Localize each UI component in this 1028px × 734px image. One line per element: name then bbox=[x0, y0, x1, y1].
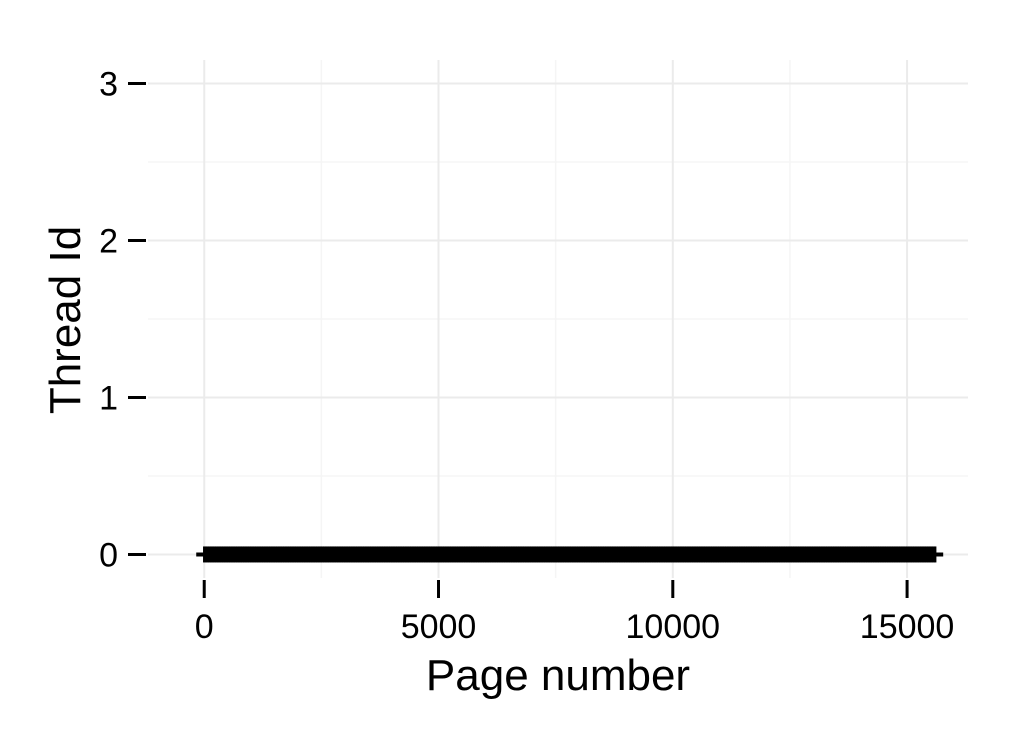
y-tick-label: 1 bbox=[99, 379, 118, 417]
x-axis: 0 5000 10000 15000 bbox=[195, 580, 955, 646]
y-axis: 0 1 2 3 bbox=[99, 66, 146, 574]
x-tick-label: 5000 bbox=[401, 608, 477, 646]
x-tick-label: 10000 bbox=[626, 608, 721, 646]
x-tick-label: 0 bbox=[195, 608, 214, 646]
y-tick-label: 0 bbox=[99, 536, 118, 574]
y-axis-title: Thread Id bbox=[41, 226, 90, 414]
y-tick-label: 2 bbox=[99, 223, 118, 261]
x-axis-title: Page number bbox=[426, 651, 690, 700]
grid-minor bbox=[148, 60, 968, 578]
x-tick-label: 15000 bbox=[860, 608, 955, 646]
data-layer bbox=[196, 546, 944, 563]
y-tick-label: 3 bbox=[99, 66, 118, 104]
